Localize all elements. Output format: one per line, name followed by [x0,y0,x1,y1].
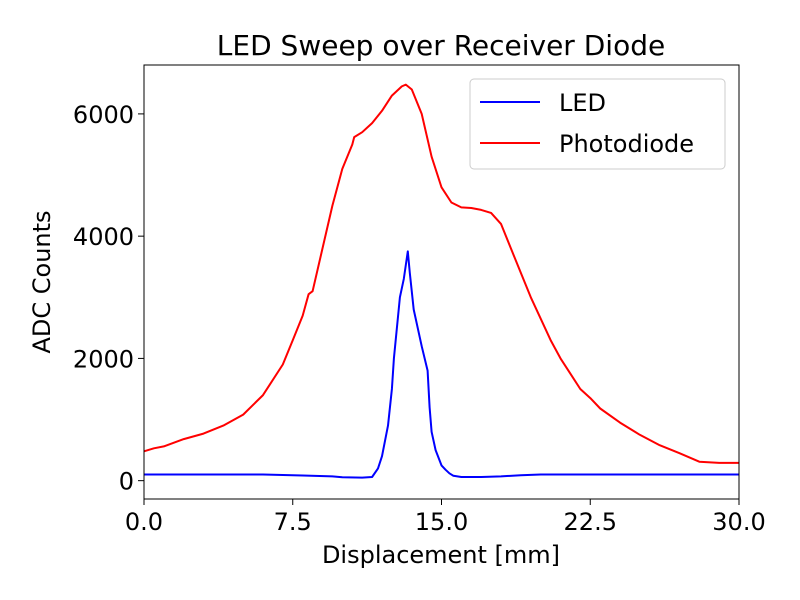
x-tick-label: 30.0 [712,508,765,536]
x-axis-label: Displacement [mm] [322,541,560,569]
x-tick-label: 22.5 [564,508,617,536]
y-tick-label: 0 [119,468,134,496]
y-tick-label: 4000 [73,223,134,251]
y-tick-label: 2000 [73,345,134,373]
x-tick-label: 15.0 [415,508,468,536]
legend: LED Photodiode [469,78,726,170]
legend-label-photodiode: Photodiode [559,130,694,158]
x-tick-label: 0.0 [125,508,163,536]
chart-title: LED Sweep over Receiver Diode [217,29,665,62]
series-layer [143,83,739,479]
legend-label-led: LED [559,89,606,117]
series-line-led [144,250,739,479]
y-axis-label: ADC Counts [28,210,56,353]
x-tick-label: 7.5 [274,508,312,536]
y-tick-label: 6000 [73,101,134,129]
series-line-photodiode [143,83,739,464]
ticks-layer: 0.0 7.5 15.0 22.5 30.0 0 2000 4000 6000 [73,101,766,536]
